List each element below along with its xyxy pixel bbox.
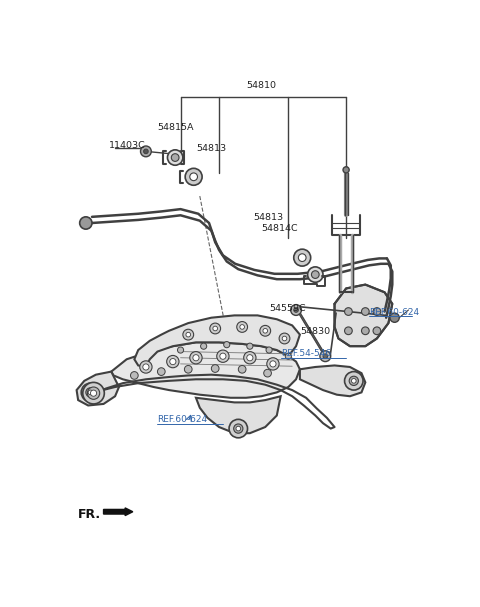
Circle shape <box>88 390 93 395</box>
Circle shape <box>373 327 381 334</box>
Circle shape <box>141 146 151 157</box>
Circle shape <box>193 354 199 361</box>
Circle shape <box>167 356 179 368</box>
Circle shape <box>86 388 95 397</box>
Circle shape <box>373 308 381 316</box>
Text: FR.: FR. <box>78 508 101 521</box>
Circle shape <box>210 323 221 334</box>
Circle shape <box>345 371 363 390</box>
Circle shape <box>279 333 290 344</box>
Circle shape <box>224 342 230 348</box>
Circle shape <box>266 347 272 353</box>
Circle shape <box>140 361 152 373</box>
Circle shape <box>185 168 202 185</box>
Circle shape <box>184 365 192 373</box>
Circle shape <box>264 369 271 377</box>
Text: 54813: 54813 <box>254 213 284 222</box>
Circle shape <box>312 271 319 279</box>
Circle shape <box>80 217 92 229</box>
Polygon shape <box>134 316 300 367</box>
Circle shape <box>247 354 253 361</box>
Circle shape <box>282 336 287 341</box>
Circle shape <box>168 150 183 165</box>
Polygon shape <box>300 365 365 396</box>
Circle shape <box>220 353 226 359</box>
Polygon shape <box>77 371 119 405</box>
Polygon shape <box>196 396 281 433</box>
Circle shape <box>190 351 202 364</box>
Circle shape <box>144 149 148 154</box>
Circle shape <box>294 308 299 313</box>
Circle shape <box>299 254 306 262</box>
Circle shape <box>247 343 253 349</box>
Circle shape <box>213 326 217 331</box>
Circle shape <box>267 358 279 370</box>
Circle shape <box>390 313 399 322</box>
Polygon shape <box>111 342 300 398</box>
Circle shape <box>323 354 328 359</box>
Circle shape <box>237 322 248 332</box>
Text: 54830: 54830 <box>300 327 330 336</box>
Circle shape <box>345 327 352 334</box>
Circle shape <box>285 353 291 359</box>
Circle shape <box>361 327 369 334</box>
Circle shape <box>291 305 301 316</box>
Circle shape <box>234 424 243 433</box>
Circle shape <box>81 383 100 402</box>
Circle shape <box>178 347 184 353</box>
Text: REF.60-624: REF.60-624 <box>157 415 207 424</box>
Circle shape <box>186 332 191 337</box>
Polygon shape <box>335 285 392 346</box>
Circle shape <box>87 387 100 399</box>
Circle shape <box>217 350 229 362</box>
Text: 54815A: 54815A <box>157 123 194 132</box>
Circle shape <box>236 426 240 431</box>
Circle shape <box>131 371 138 379</box>
Circle shape <box>244 351 256 364</box>
Circle shape <box>294 249 311 266</box>
Circle shape <box>157 368 165 376</box>
Text: REF.60-624: REF.60-624 <box>369 308 420 317</box>
Circle shape <box>349 376 359 385</box>
Circle shape <box>183 329 193 340</box>
Circle shape <box>260 325 271 336</box>
Circle shape <box>240 325 244 329</box>
Circle shape <box>201 343 207 349</box>
Circle shape <box>170 359 176 365</box>
Circle shape <box>361 308 369 316</box>
Circle shape <box>351 379 356 383</box>
Circle shape <box>343 167 349 173</box>
Circle shape <box>90 390 96 396</box>
Circle shape <box>345 308 352 316</box>
FancyArrow shape <box>104 508 133 515</box>
Circle shape <box>171 154 179 161</box>
Text: 54559C: 54559C <box>269 304 306 313</box>
Circle shape <box>263 328 267 333</box>
Text: 54814C: 54814C <box>262 224 298 232</box>
Circle shape <box>320 351 331 362</box>
Text: 54813: 54813 <box>196 144 226 154</box>
Circle shape <box>229 419 248 438</box>
Circle shape <box>270 361 276 367</box>
Text: 11403C: 11403C <box>109 141 146 149</box>
Circle shape <box>211 365 219 372</box>
Text: REF.54-546: REF.54-546 <box>281 348 331 358</box>
Circle shape <box>83 382 104 404</box>
Circle shape <box>143 364 149 370</box>
Circle shape <box>190 173 197 181</box>
Text: 54810: 54810 <box>246 81 276 90</box>
Circle shape <box>308 267 323 282</box>
Circle shape <box>238 365 246 373</box>
